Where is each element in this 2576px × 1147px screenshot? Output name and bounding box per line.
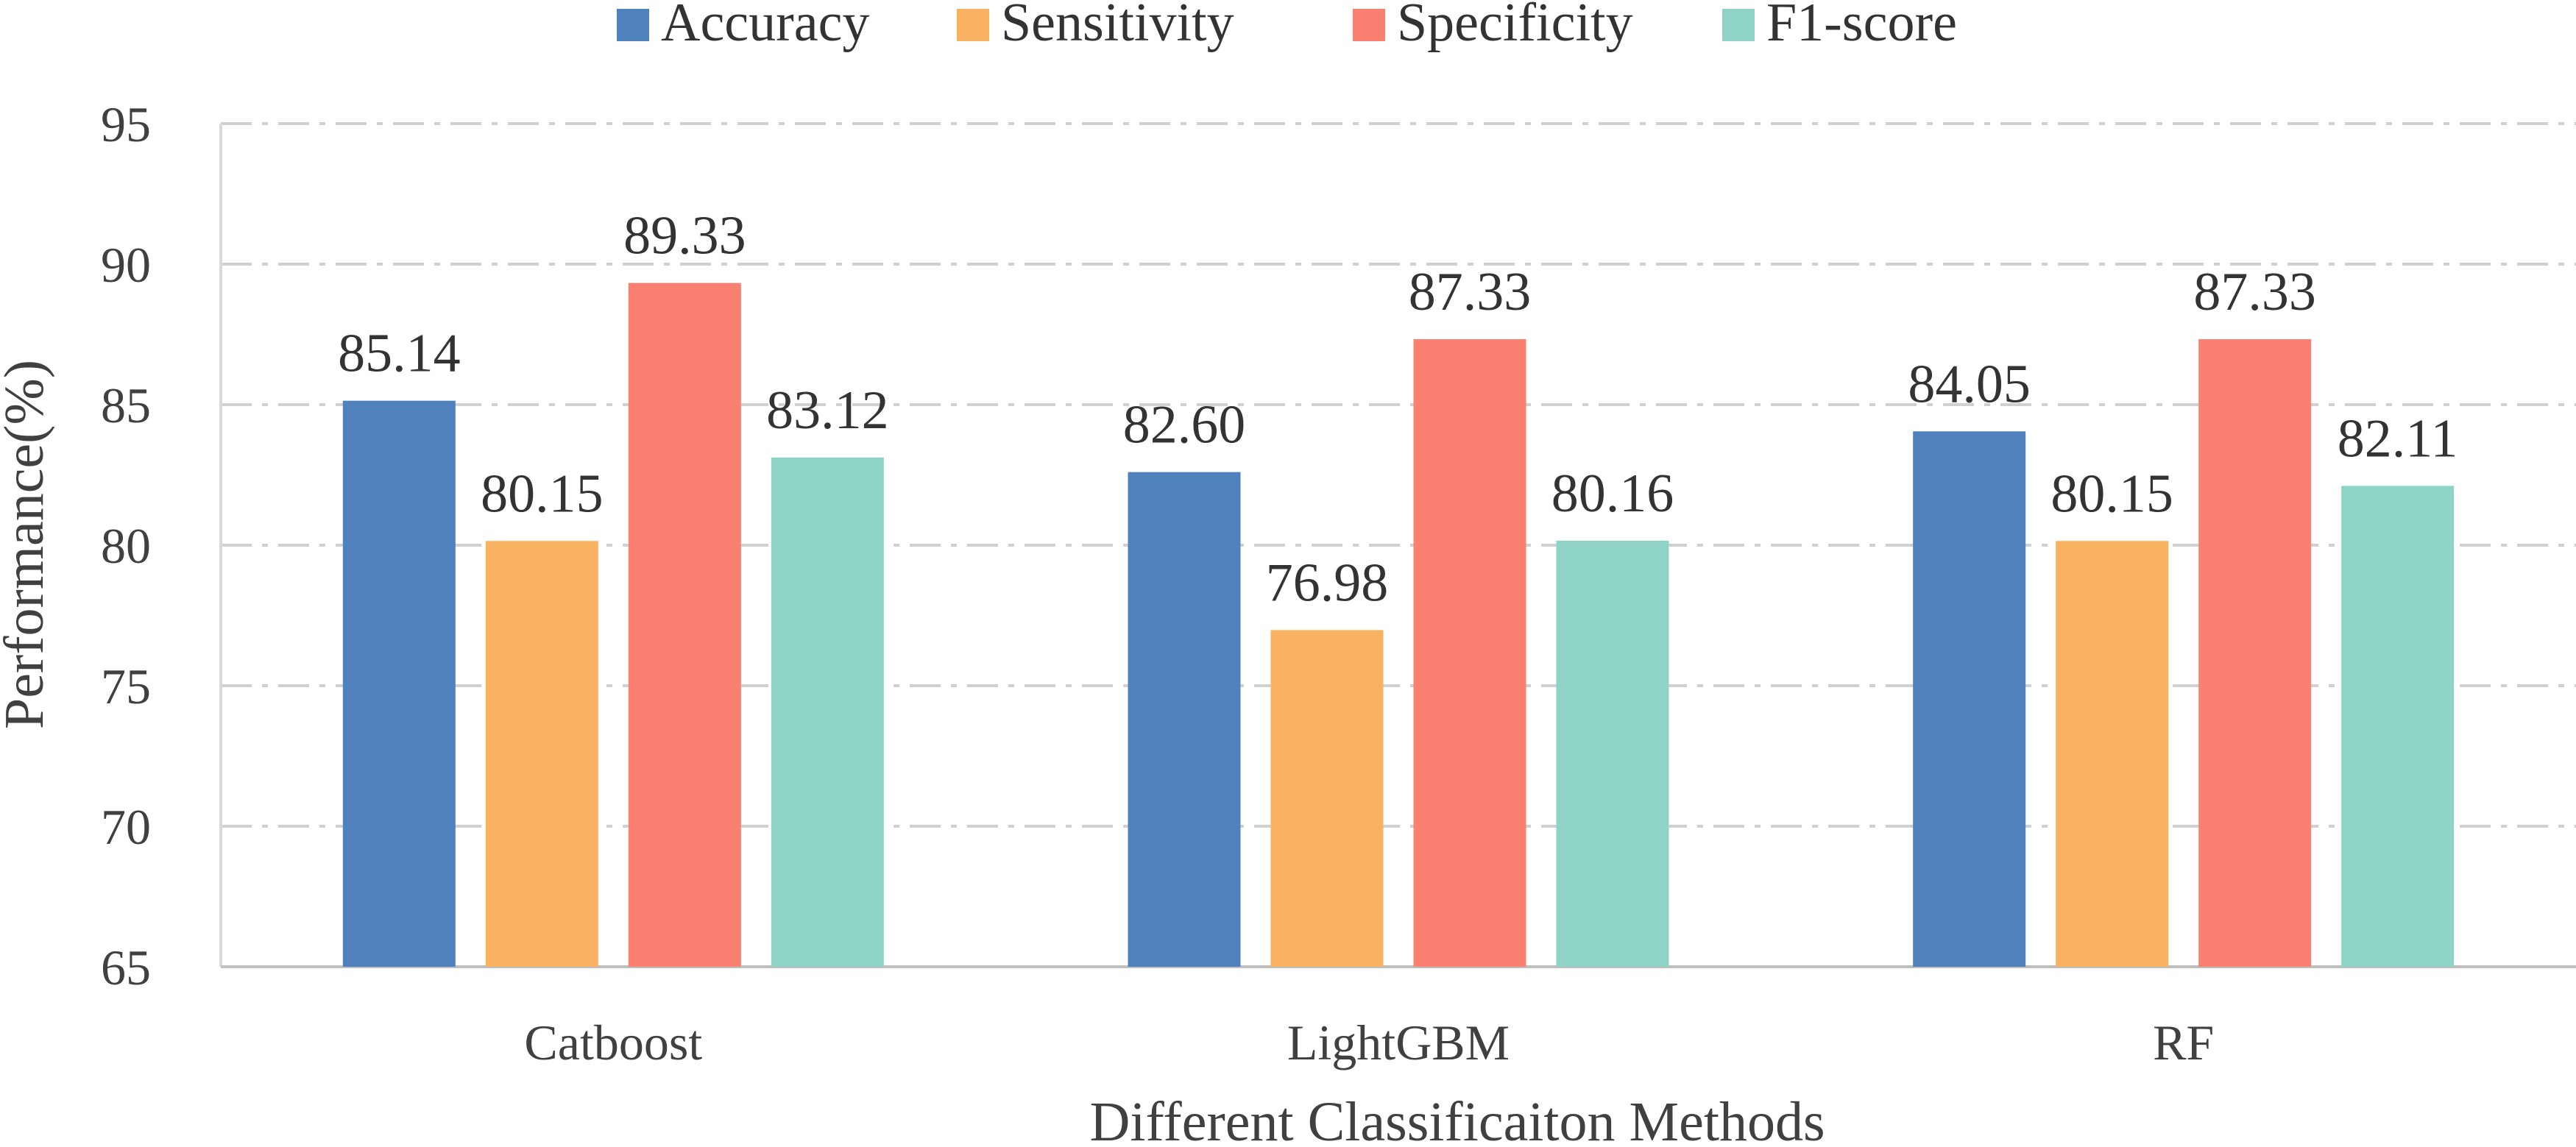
y-tick-label: 80	[101, 518, 151, 574]
y-tick-label: 85	[101, 377, 151, 433]
bar-catboost-f1-score	[771, 457, 884, 967]
bar-rf-f1-score	[2341, 486, 2455, 967]
legend-label-accuracy: Accuracy	[661, 0, 869, 53]
gridlines	[221, 122, 2576, 828]
bar-lightgbm-f1-score	[1556, 540, 1669, 967]
data-label-catboost-f1-score: 83.12	[766, 380, 889, 441]
legend-label-specificity: Specificity	[1397, 0, 1633, 53]
data-label-rf-specificity: 87.33	[2193, 262, 2316, 322]
legend-swatch-sensitivity	[957, 9, 989, 41]
data-label-catboost-accuracy: 85.14	[338, 324, 461, 384]
y-tick-label: 95	[101, 96, 151, 152]
data-label-rf-accuracy: 84.05	[1908, 354, 2031, 414]
bar-catboost-accuracy	[342, 400, 456, 967]
data-label-rf-f1-score: 82.11	[2338, 408, 2458, 469]
data-label-lightgbm-accuracy: 82.60	[1123, 395, 1246, 455]
data-label-rf-sensitivity: 80.15	[2050, 464, 2173, 524]
y-tick-label: 65	[101, 940, 151, 995]
data-label-lightgbm-sensitivity: 76.98	[1266, 553, 1389, 613]
legend-swatch-f1-score	[1722, 9, 1755, 41]
bars	[342, 283, 2455, 967]
x-tick-label-catboost: Catboost	[524, 1015, 702, 1070]
legend-label-f1-score: F1-score	[1766, 0, 1957, 53]
legend-swatch-specificity	[1353, 9, 1385, 41]
legend-swatch-accuracy	[617, 9, 649, 41]
data-label-lightgbm-specificity: 87.33	[1409, 262, 1532, 322]
y-tick-label: 70	[101, 799, 151, 855]
x-tick-label-lightgbm: LightGBM	[1287, 1015, 1510, 1070]
bar-catboost-sensitivity	[485, 541, 598, 967]
y-axis-title: Performance(%)	[0, 360, 55, 729]
x-tick-label-rf: RF	[2153, 1015, 2214, 1070]
data-label-lightgbm-f1-score: 80.16	[1551, 464, 1674, 524]
bar-catboost-specificity	[628, 283, 741, 967]
y-tick-label: 90	[101, 237, 151, 293]
bar-lightgbm-sensitivity	[1270, 630, 1384, 967]
x-axis-title: Different Classificaiton Methods	[1089, 1091, 1825, 1147]
data-labels: 85.14 80.15 89.33 83.12 82.60 76.98 87.33 80.16…	[338, 206, 2458, 614]
bar-lightgbm-accuracy	[1128, 472, 1241, 967]
y-tick-label: 75	[101, 658, 151, 714]
bar-rf-sensitivity	[2056, 541, 2169, 967]
data-label-catboost-specificity: 89.33	[623, 206, 746, 266]
axes: 65 70 75 80 85 90 95 Catboost LightGBM RF	[101, 96, 2576, 1070]
legend: Accuracy Sensitivity Specificity F1-score	[617, 0, 1957, 53]
bar-rf-specificity	[2198, 338, 2312, 967]
bar-lightgbm-specificity	[1413, 338, 1526, 967]
legend-label-sensitivity: Sensitivity	[1001, 0, 1234, 53]
data-label-catboost-sensitivity: 80.15	[481, 464, 604, 524]
bar-rf-accuracy	[1913, 431, 2026, 967]
